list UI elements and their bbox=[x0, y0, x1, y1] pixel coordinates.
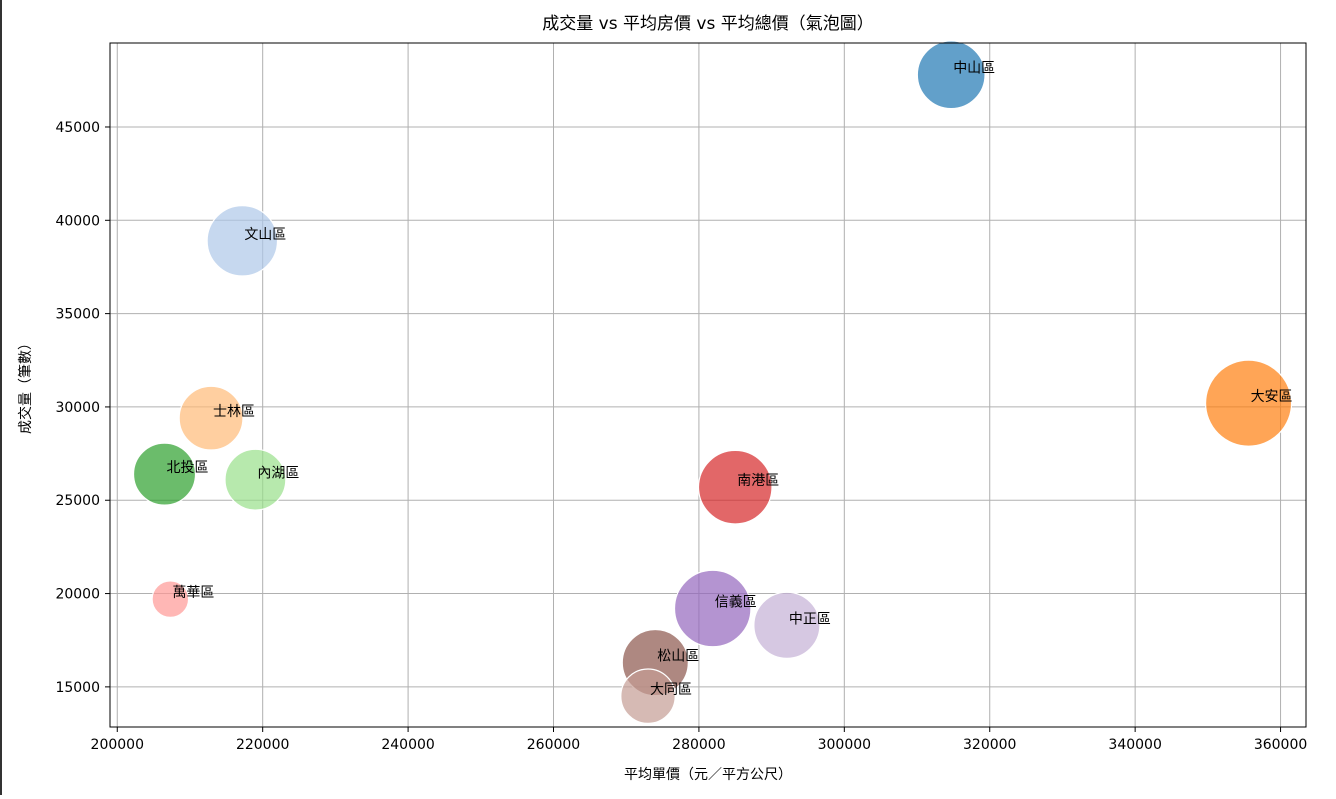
y-tick-label: 45000 bbox=[55, 120, 100, 136]
bubble bbox=[151, 580, 190, 619]
bubble-label: 信義區 bbox=[715, 593, 757, 610]
y-tick-label: 35000 bbox=[55, 307, 100, 323]
x-tick-label: 300000 bbox=[818, 737, 871, 753]
y-tick-label: 20000 bbox=[55, 587, 100, 603]
bubble bbox=[1204, 359, 1293, 447]
bubble-label: 北投區 bbox=[167, 460, 209, 476]
bubble bbox=[916, 40, 986, 110]
x-axis-label: 平均單價（元／平方公尺） bbox=[624, 766, 792, 783]
x-tick-label: 260000 bbox=[527, 737, 580, 753]
bubble-label: 南港區 bbox=[737, 473, 779, 489]
bubble-label: 中山區 bbox=[953, 61, 995, 77]
grid bbox=[110, 43, 1306, 727]
x-tick-label: 360000 bbox=[1254, 737, 1307, 753]
bubble-label: 萬華區 bbox=[172, 585, 214, 601]
x-tick-label: 220000 bbox=[236, 737, 289, 753]
bubble bbox=[673, 569, 752, 648]
y-tick-label: 40000 bbox=[55, 213, 100, 229]
bubble bbox=[132, 442, 197, 506]
y-axis-ticks: 15000 20000 25000 30000 35000 40000 45000 bbox=[55, 120, 110, 696]
bubble-label: 文山區 bbox=[244, 227, 286, 243]
bubble bbox=[206, 205, 279, 277]
bubbles bbox=[132, 40, 1293, 725]
y-tick-label: 30000 bbox=[55, 400, 100, 416]
bubble bbox=[697, 449, 773, 525]
y-tick-label: 15000 bbox=[55, 680, 100, 696]
bubble-label: 中正區 bbox=[789, 611, 831, 627]
x-tick-label: 280000 bbox=[672, 737, 725, 753]
bubble-label: 士林區 bbox=[213, 404, 255, 420]
bubble-label: 大同區 bbox=[650, 682, 692, 698]
y-axis-label: 成交量（筆數） bbox=[17, 336, 34, 434]
plot-area-border bbox=[109, 42, 1307, 728]
bubble bbox=[620, 668, 676, 725]
bubble-label: 內湖區 bbox=[257, 466, 299, 482]
bubble bbox=[753, 591, 821, 659]
chart-title: 成交量 vs 平均房價 vs 平均總價（氣泡圖） bbox=[542, 14, 873, 34]
x-tick-label: 340000 bbox=[1108, 737, 1161, 753]
bubble-label: 大安區 bbox=[1251, 389, 1293, 405]
bubble-label: 松山區 bbox=[657, 649, 699, 665]
y-tick-label: 25000 bbox=[55, 493, 100, 509]
x-axis-ticks: 200000 220000 240000 260000 280000 300000 3200… bbox=[91, 727, 1307, 753]
x-tick-label: 200000 bbox=[91, 737, 144, 753]
x-tick-label: 320000 bbox=[963, 737, 1016, 753]
x-tick-label: 240000 bbox=[381, 737, 434, 753]
bubble bbox=[224, 448, 287, 511]
bubble bbox=[178, 385, 244, 451]
